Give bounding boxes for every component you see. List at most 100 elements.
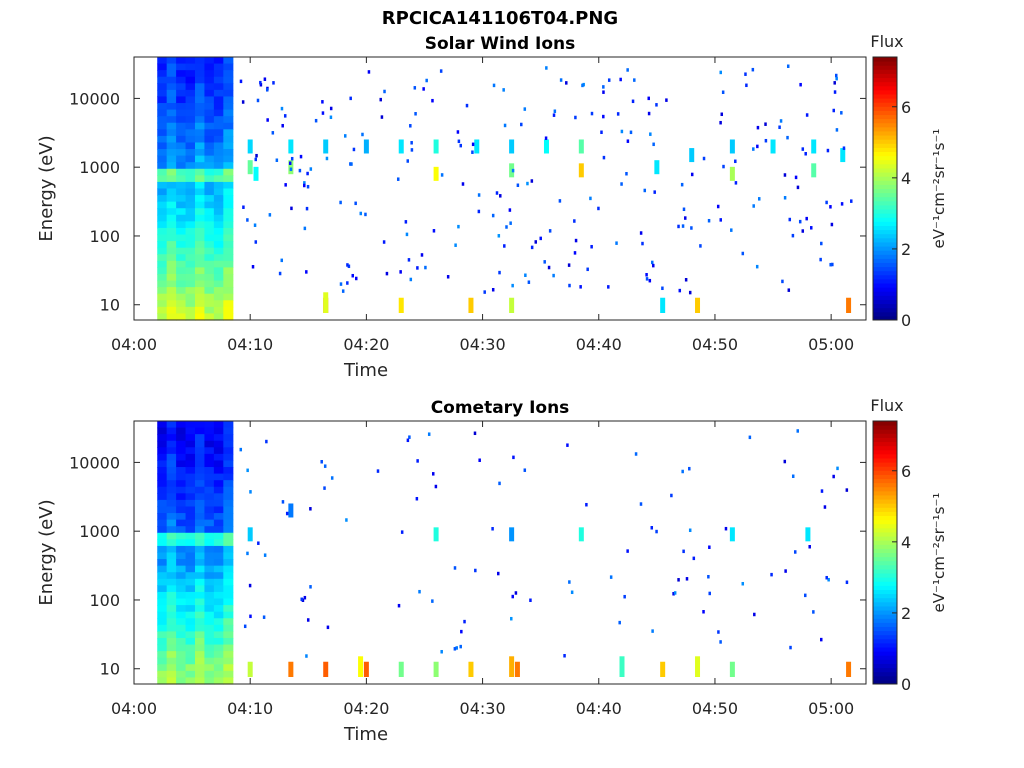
flux-speckle	[753, 612, 756, 617]
flux-speckle	[471, 150, 474, 154]
background-cell	[213, 598, 224, 606]
background-cell	[185, 129, 196, 137]
background-cell	[195, 122, 206, 130]
flux-speckle	[400, 530, 404, 534]
background-cell	[185, 201, 196, 209]
flux-speckle	[631, 99, 635, 104]
background-cell	[204, 532, 215, 540]
flux-speckle	[741, 251, 745, 256]
x-tick-label: 04:50	[692, 699, 738, 718]
background-cell	[166, 545, 177, 554]
flux-speckle	[778, 125, 781, 130]
flux-speckle	[590, 244, 593, 249]
colorbar-step	[873, 270, 897, 276]
background-cell	[176, 306, 187, 315]
background-cell	[176, 201, 187, 209]
x-tick-label: 04:20	[343, 335, 389, 354]
flux-speckle	[602, 85, 605, 89]
colorbar-step	[873, 299, 897, 305]
flux-speckle	[298, 168, 302, 173]
plot-frame	[133, 420, 867, 685]
flux-speckle	[573, 251, 577, 255]
background-cell	[176, 598, 187, 606]
background-cell	[223, 267, 234, 275]
flux-speckle	[432, 472, 435, 476]
flux-speckle	[527, 280, 531, 284]
background-cell	[157, 129, 168, 137]
background-cell	[195, 585, 206, 593]
background-cell	[157, 313, 168, 321]
background-cell	[213, 473, 224, 481]
background-cell	[157, 260, 168, 268]
background-cell	[204, 247, 215, 255]
background-cell	[223, 129, 234, 137]
flux-speckle	[690, 226, 693, 230]
flux-speckle	[285, 511, 289, 516]
background-cell	[157, 188, 168, 196]
colorbar-step	[873, 262, 897, 268]
background-cell	[185, 453, 196, 462]
flux-speckle	[339, 200, 342, 205]
background-cell	[213, 149, 224, 157]
flux-speckle	[446, 275, 450, 279]
panel-title: Solar Wind Ions	[425, 34, 576, 54]
background-cell	[195, 155, 206, 163]
background-cell	[157, 473, 168, 481]
background-cell	[166, 201, 177, 209]
flux-speckle	[764, 138, 768, 143]
flux-speckle	[805, 216, 808, 221]
background-cell	[195, 109, 206, 117]
flux-speckle	[552, 273, 555, 278]
background-cell	[195, 539, 206, 547]
background-cell	[213, 453, 224, 462]
flux-speckle	[586, 267, 589, 272]
y-axis-label: Energy (eV)	[36, 135, 57, 241]
flux-speckle	[321, 100, 324, 104]
background-cell	[176, 624, 187, 632]
flux-speckle	[456, 130, 460, 134]
flux-speckle	[495, 191, 499, 195]
background-cell	[204, 162, 215, 170]
flux-speckle	[645, 273, 648, 277]
background-cell	[166, 618, 177, 626]
background-cell	[157, 526, 168, 534]
background-cell	[185, 506, 196, 514]
flux-speckle	[523, 107, 527, 111]
colorbar-step	[873, 311, 897, 317]
flux-speckle	[477, 193, 481, 197]
background-cell	[166, 460, 177, 468]
background-cell	[157, 267, 168, 275]
background-cell	[157, 70, 168, 78]
flux-speckle	[649, 132, 652, 136]
background-cell	[223, 421, 234, 429]
flux-speckle	[477, 209, 481, 214]
background-cell	[176, 247, 187, 255]
background-cell	[213, 116, 224, 124]
flux-cell	[509, 527, 515, 542]
x-tick-label: 04:00	[111, 335, 157, 354]
flux-speckle	[239, 447, 243, 452]
colorbar-step	[873, 303, 897, 309]
flux-speckle	[379, 97, 382, 102]
background-cell	[185, 434, 196, 442]
background-cell	[185, 76, 196, 84]
flux-cell	[468, 661, 474, 677]
background-cell	[166, 247, 177, 255]
flux-cell	[840, 148, 846, 163]
colorbar-tick-label: 4	[901, 169, 911, 188]
flux-speckle	[404, 220, 408, 224]
colorbar-step	[873, 118, 897, 124]
colorbar-step	[873, 511, 897, 517]
colorbar-step	[873, 421, 897, 426]
background-cell	[157, 545, 168, 554]
background-cell	[157, 63, 168, 71]
flux-cell	[288, 503, 294, 518]
flux-speckle	[473, 431, 477, 436]
flux-speckle	[354, 201, 357, 206]
flux-speckle	[272, 81, 275, 85]
background-cell	[176, 631, 187, 639]
background-cell	[223, 260, 234, 268]
flux-speckle	[567, 263, 571, 267]
flux-cell	[398, 661, 404, 677]
background-cell	[223, 175, 234, 183]
